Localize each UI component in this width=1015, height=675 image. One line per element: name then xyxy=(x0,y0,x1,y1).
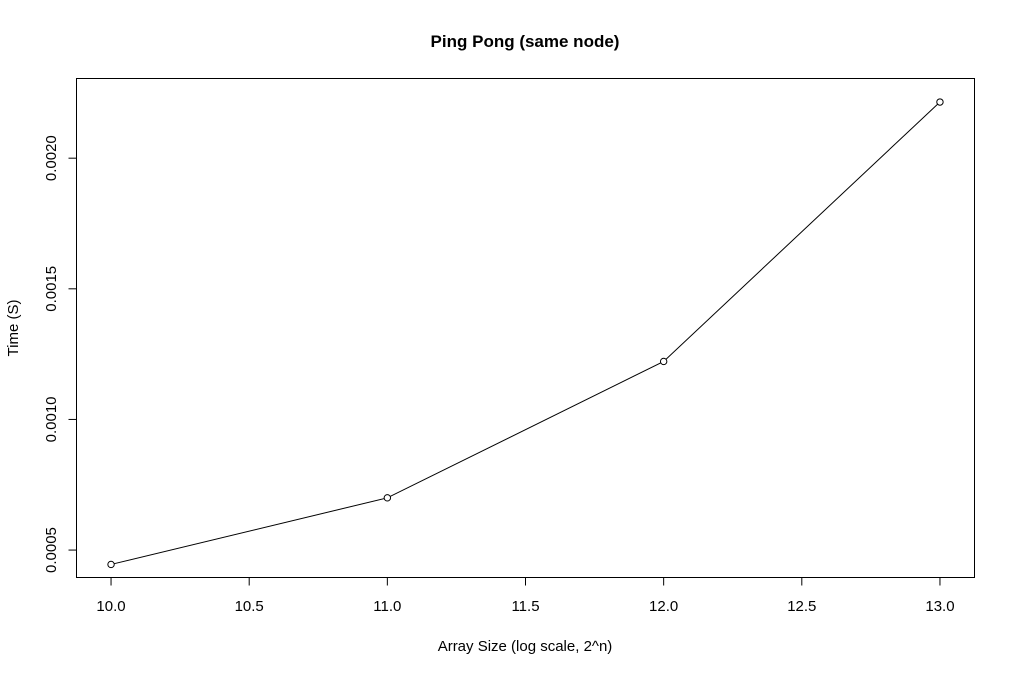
y-axis-label: Time (S) xyxy=(5,300,22,357)
x-tick-label: 10.0 xyxy=(96,598,125,615)
chart-title: Ping Pong (same node) xyxy=(431,32,620,51)
x-tick-label: 13.0 xyxy=(925,598,954,615)
series-layer xyxy=(107,98,944,569)
y-tick-label: 0.0020 xyxy=(43,135,60,181)
data-point xyxy=(383,494,392,502)
x-axis-label: Array Size (log scale, 2^n) xyxy=(438,638,613,655)
x-tick-label: 11.5 xyxy=(511,598,539,615)
y-tick-label: 0.0010 xyxy=(43,396,60,442)
y-tick-label: 0.0005 xyxy=(43,527,60,573)
x-tick-label: 11.0 xyxy=(373,598,401,615)
x-tick-label: 12.5 xyxy=(787,598,816,615)
data-point xyxy=(659,357,668,366)
plot-frame xyxy=(76,78,975,578)
x-axis: 10.0 10.5 11.0 11.5 12.0 12.5 13.0 xyxy=(96,577,955,615)
series-line xyxy=(110,101,941,565)
x-tick-label: 10.5 xyxy=(235,598,264,615)
y-tick-label: 0.0015 xyxy=(43,266,60,312)
data-point xyxy=(107,560,115,569)
y-axis: 0.0005 0.0010 0.0015 0.0020 xyxy=(43,135,77,573)
data-point xyxy=(936,98,944,106)
x-tick-label: 12.0 xyxy=(649,598,678,615)
